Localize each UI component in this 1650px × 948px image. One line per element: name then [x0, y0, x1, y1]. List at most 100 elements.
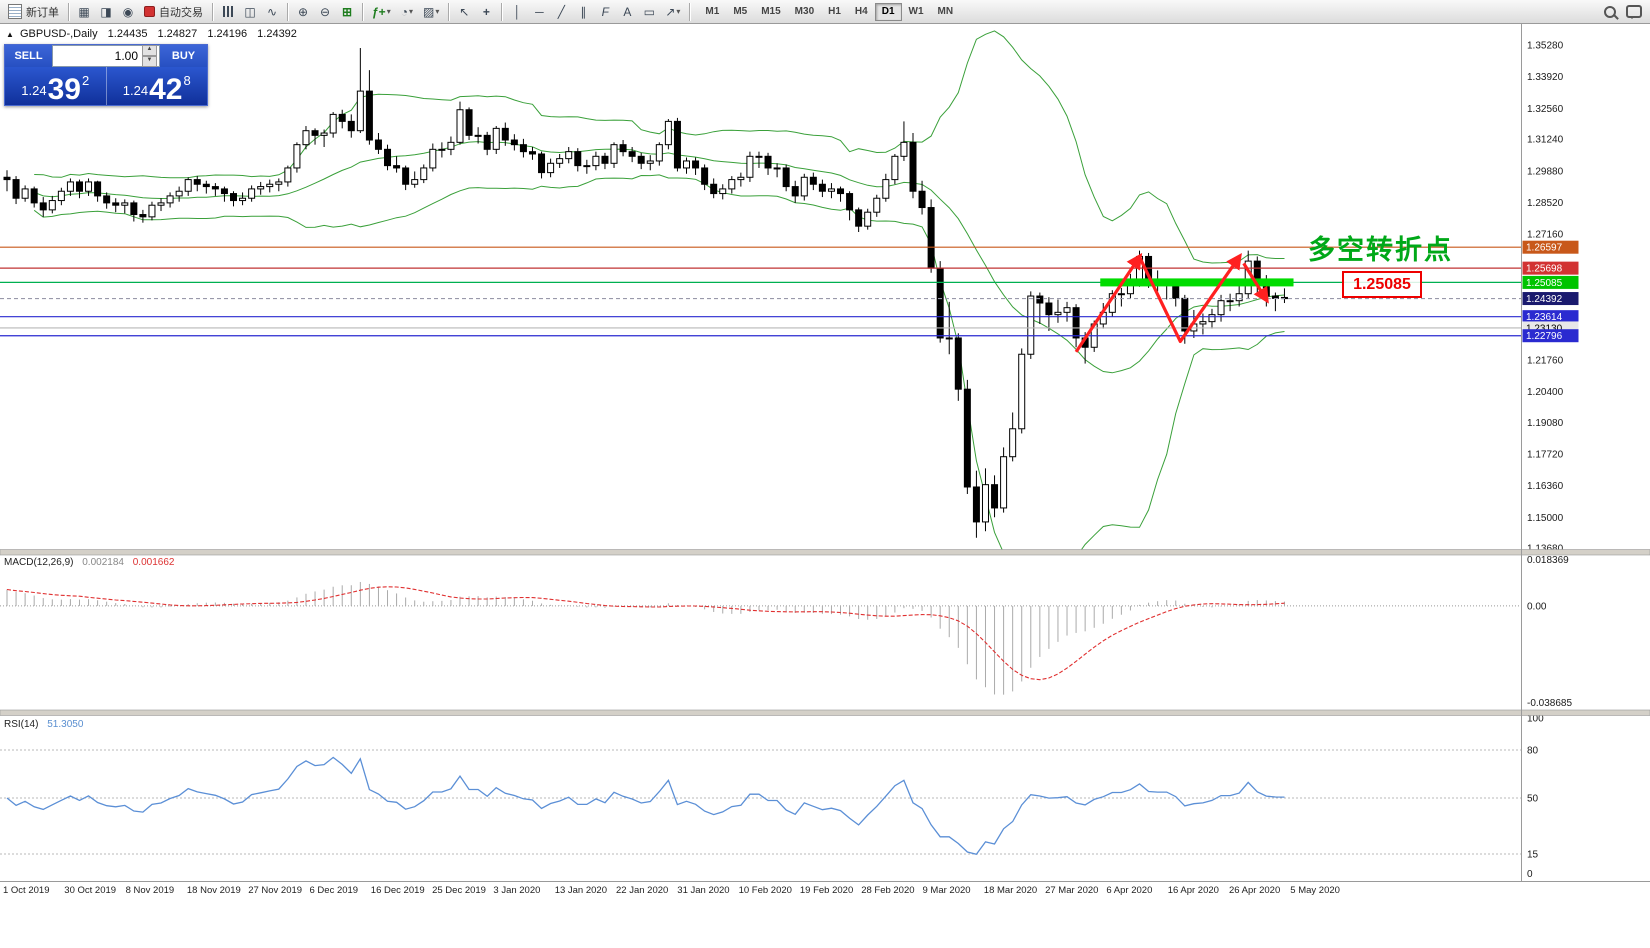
- toolbar-separator: [689, 2, 691, 21]
- text-button[interactable]: A: [617, 2, 637, 22]
- text-icon: A: [623, 4, 632, 19]
- svg-text:19 Feb 2020: 19 Feb 2020: [800, 885, 853, 896]
- label-button[interactable]: ▭: [639, 2, 659, 22]
- profiles-button[interactable]: ◨: [96, 2, 116, 22]
- svg-text:9 Mar 2020: 9 Mar 2020: [923, 885, 971, 896]
- autotrading-icon: [144, 6, 155, 17]
- svg-text:0: 0: [1527, 869, 1533, 880]
- timeframe-h1[interactable]: H1: [821, 3, 848, 21]
- svg-text:1.22796: 1.22796: [1526, 331, 1563, 342]
- svg-text:10 Feb 2020: 10 Feb 2020: [739, 885, 792, 896]
- rsi-name: RSI(14): [4, 719, 39, 730]
- svg-text:25 Dec 2019: 25 Dec 2019: [432, 885, 486, 896]
- line-chart-icon: ∿: [266, 4, 278, 19]
- tile-windows-button[interactable]: ⊞: [337, 2, 357, 22]
- timeframe-mn[interactable]: MN: [931, 3, 961, 21]
- fibonacci-button[interactable]: F: [595, 2, 615, 22]
- cursor-button[interactable]: ↖: [454, 2, 474, 22]
- svg-text:1.23614: 1.23614: [1526, 312, 1563, 323]
- sell-price-main: 1.24: [21, 83, 47, 98]
- buy-button[interactable]: BUY: [160, 45, 207, 67]
- price-tag: [1522, 261, 1579, 275]
- price-tag: [1522, 292, 1579, 306]
- price-tag: [1522, 329, 1579, 343]
- zoom-in-button[interactable]: ⊕: [293, 2, 313, 22]
- zoom-out-button[interactable]: ⊖: [315, 2, 335, 22]
- search-button[interactable]: [1600, 2, 1620, 22]
- crosshair-button[interactable]: +: [476, 2, 496, 22]
- trendline-button[interactable]: ╱: [551, 2, 571, 22]
- vertical-line-button[interactable]: │: [507, 2, 527, 22]
- new-chart-icon: ▦: [78, 4, 90, 19]
- periods-button[interactable]: ◔ ▾: [397, 2, 417, 22]
- new-chart-button[interactable]: ▦: [74, 2, 94, 22]
- svg-text:1.32560: 1.32560: [1527, 104, 1564, 115]
- svg-text:1.31240: 1.31240: [1527, 135, 1564, 146]
- volume-spinner[interactable]: ▲ ▼: [142, 45, 157, 67]
- zoom-in-icon: ⊕: [297, 4, 309, 19]
- timeframe-h4[interactable]: H4: [848, 3, 875, 21]
- timeframe-m5[interactable]: M5: [726, 3, 754, 21]
- search-icon: [1604, 5, 1616, 18]
- community-button[interactable]: ◉: [118, 2, 138, 22]
- timeframe-m1[interactable]: M1: [698, 3, 726, 21]
- templates-button[interactable]: ▨ ▾: [419, 2, 443, 22]
- timeframe-m15[interactable]: M15: [754, 3, 787, 21]
- horizontal-line-button[interactable]: ─: [529, 2, 549, 22]
- pane-splitter[interactable]: [0, 549, 1650, 556]
- svg-text:18 Mar 2020: 18 Mar 2020: [984, 885, 1037, 896]
- spinner-up-icon[interactable]: ▲: [142, 45, 157, 56]
- svg-text:15: 15: [1527, 850, 1539, 861]
- support-zone: [1100, 278, 1294, 287]
- toolbar-separator: [68, 2, 69, 21]
- price-axis: 1.35280 1.33920 1.32560 1.31240 1.29880 1.285…: [1522, 41, 1579, 555]
- new-order-button[interactable]: 新订单: [4, 2, 63, 22]
- svg-text:26 Apr 2020: 26 Apr 2020: [1229, 885, 1280, 896]
- channel-icon: ∥: [580, 4, 587, 19]
- svg-text:1.13680: 1.13680: [1527, 544, 1564, 555]
- svg-text:6 Dec 2019: 6 Dec 2019: [310, 885, 359, 896]
- timeframe-m30[interactable]: M30: [788, 3, 821, 21]
- symbol-period-label: GBPUSD-,Daily: [19, 28, 98, 40]
- indicators-icon: ƒ+: [372, 4, 386, 19]
- trend-arrows: [1074, 252, 1269, 353]
- open-value: 1.24435: [107, 28, 148, 40]
- rsi-value: 51.3050: [47, 719, 84, 730]
- templates-icon: ▨: [422, 4, 435, 19]
- line-chart-button[interactable]: ∿: [262, 2, 282, 22]
- timeframe-d1[interactable]: D1: [874, 2, 902, 21]
- toolbar-separator: [501, 2, 503, 21]
- autotrading-button[interactable]: 自动交易: [140, 2, 207, 22]
- svg-text:1.15000: 1.15000: [1527, 513, 1564, 524]
- svg-text:30 Oct 2019: 30 Oct 2019: [64, 885, 116, 896]
- timeframe-w1[interactable]: W1: [902, 3, 931, 21]
- svg-text:1.19080: 1.19080: [1527, 418, 1564, 429]
- svg-text:6 Apr 2020: 6 Apr 2020: [1106, 885, 1152, 896]
- rsi-axis: 100 80 50 15 0: [1527, 714, 1544, 881]
- candlestick-chart-button[interactable]: ◫: [240, 2, 260, 22]
- svg-text:1.28520: 1.28520: [1527, 198, 1564, 209]
- indicators-button[interactable]: ƒ+ ▾: [368, 2, 395, 22]
- sell-button[interactable]: SELL: [5, 45, 52, 67]
- arrows-icon: ↗: [665, 4, 676, 19]
- cursor-icon: ↖: [459, 4, 470, 19]
- pane-splitter[interactable]: [0, 709, 1650, 716]
- bar-chart-button[interactable]: [218, 2, 238, 22]
- rsi-indicator: [0, 749, 1522, 856]
- arrows-button[interactable]: ↗ ▾: [661, 2, 684, 22]
- sell-price[interactable]: 1.24 39 2: [5, 67, 106, 105]
- price-tag: [1522, 240, 1579, 254]
- spinner-down-icon[interactable]: ▼: [142, 56, 157, 67]
- candles-layer: [3, 48, 1288, 538]
- timeframe-group: M1 M5 M15 M30 H1 H4 D1 W1 MN: [698, 2, 961, 21]
- channel-button[interactable]: ∥: [573, 2, 593, 22]
- volume-field[interactable]: 1.00 ▲ ▼: [52, 45, 160, 67]
- close-value: 1.24392: [257, 28, 297, 40]
- caret-down-icon: ▾: [435, 7, 440, 16]
- chat-icon: [1626, 5, 1642, 19]
- bar-chart-icon: [222, 6, 234, 17]
- buy-price[interactable]: 1.24 42 8: [105, 67, 208, 105]
- chat-button[interactable]: [1622, 2, 1646, 22]
- time-axis: 1 Oct 2019 30 Oct 2019 8 Nov 2019 18 Nov 20…: [3, 885, 1340, 896]
